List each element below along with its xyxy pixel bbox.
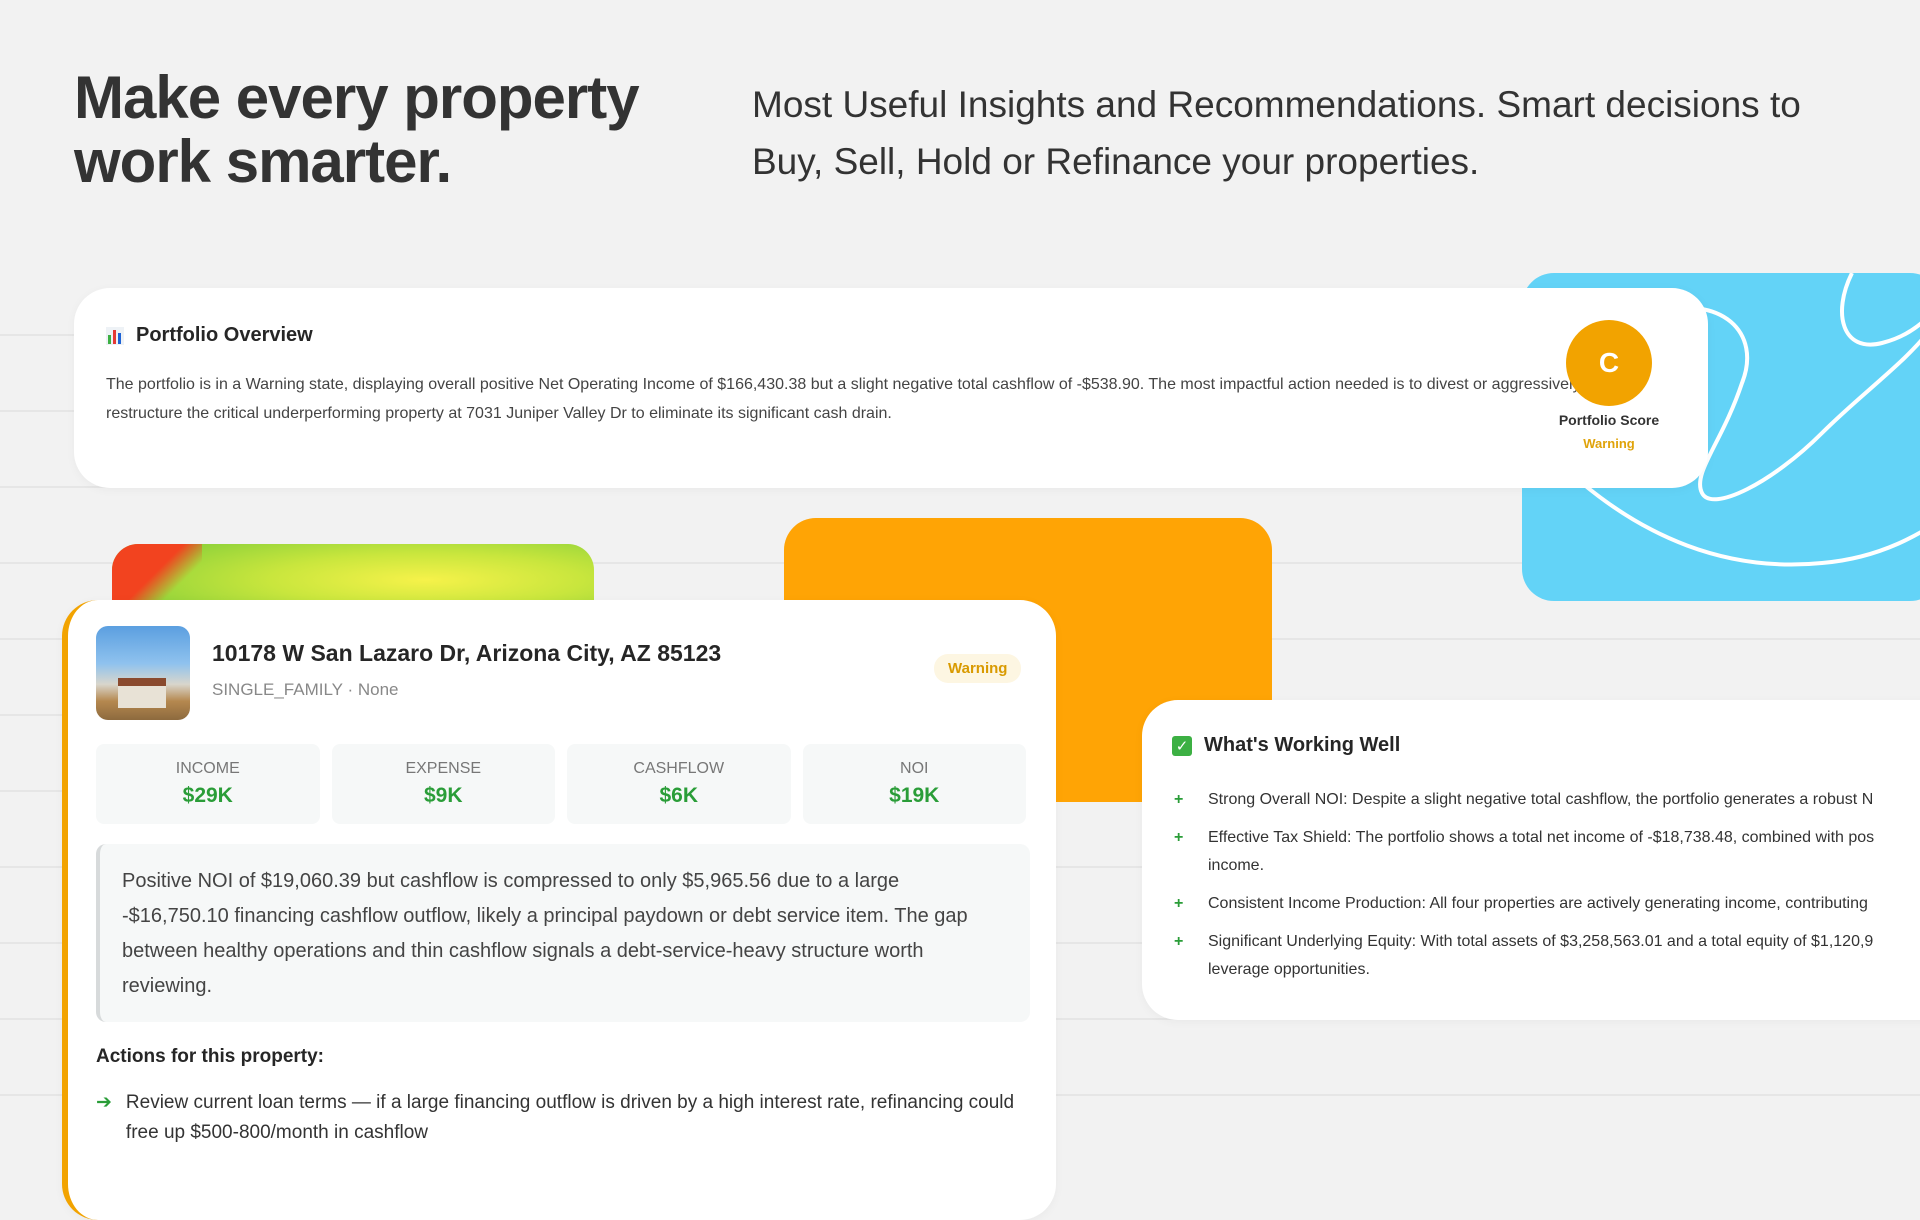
hero-headline: Make every property work smarter. xyxy=(74,66,694,194)
plus-icon: + xyxy=(1174,895,1184,912)
portfolio-score-badge: C xyxy=(1566,320,1652,406)
plus-icon: + xyxy=(1174,933,1184,950)
metric-noi: NOI $19K xyxy=(802,744,1026,824)
actions-title: Actions for this property: xyxy=(96,1046,325,1067)
action-item: ➔ Review current loan terms — if a large… xyxy=(96,1088,1026,1148)
plus-icon: + xyxy=(1174,791,1184,808)
property-address: 10178 W San Lazaro Dr, Arizona City, AZ … xyxy=(212,640,722,666)
property-thumbnail xyxy=(96,626,190,720)
list-item: + Strong Overall NOI: Despite a slight n… xyxy=(1174,786,1920,814)
headline-line-2: work smarter. xyxy=(74,128,452,195)
property-meta-extra: · None xyxy=(347,680,399,699)
bar-chart-icon xyxy=(106,326,124,345)
property-metrics: INCOME $29K EXPENSE $9K CASHFLOW $6K NOI… xyxy=(96,744,1026,824)
status-badge: Warning xyxy=(934,654,1022,683)
property-analysis: Positive NOI of $19,060.39 but cashflow … xyxy=(96,844,1030,1022)
working-well-card: ✓ What's Working Well + Strong Overall N… xyxy=(1142,700,1920,1020)
portfolio-overview-text: The portfolio is in a Warning state, dis… xyxy=(106,376,1581,422)
metric-expense: EXPENSE $9K xyxy=(331,744,555,824)
property-card: 10178 W San Lazaro Dr, Arizona City, AZ … xyxy=(62,600,1056,1220)
list-item: + Effective Tax Shield: The portfolio sh… xyxy=(1174,824,1920,880)
plus-icon: + xyxy=(1174,829,1184,846)
portfolio-score-label: Portfolio Score xyxy=(1558,412,1660,428)
portfolio-overview-card: Portfolio Overview The portfolio is in a… xyxy=(74,288,1708,488)
hero-subhead: Most Useful Insights and Recommendations… xyxy=(752,84,1801,182)
working-well-title: ✓ What's Working Well xyxy=(1172,734,1400,757)
list-item: + Consistent Income Production: All four… xyxy=(1174,890,1920,918)
list-item: + Significant Underlying Equity: With to… xyxy=(1174,928,1920,984)
property-meta: SINGLE_FAMILY · None xyxy=(212,680,398,700)
arrow-right-icon: ➔ xyxy=(96,1092,112,1113)
decorative-swirl xyxy=(1580,273,1920,567)
working-well-list: + Strong Overall NOI: Despite a slight n… xyxy=(1174,786,1920,994)
property-type: SINGLE_FAMILY xyxy=(212,680,343,699)
portfolio-overview-title: Portfolio Overview xyxy=(106,324,313,347)
headline-line-1: Make every property xyxy=(74,64,640,131)
metric-income: INCOME $29K xyxy=(96,744,320,824)
checkmark-icon: ✓ xyxy=(1172,735,1192,756)
metric-cashflow: CASHFLOW $6K xyxy=(567,744,791,824)
portfolio-score-status: Warning xyxy=(1583,436,1635,451)
